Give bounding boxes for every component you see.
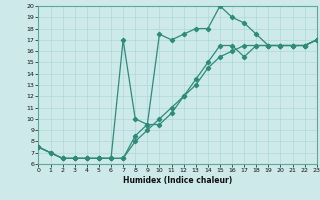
X-axis label: Humidex (Indice chaleur): Humidex (Indice chaleur) xyxy=(123,176,232,185)
